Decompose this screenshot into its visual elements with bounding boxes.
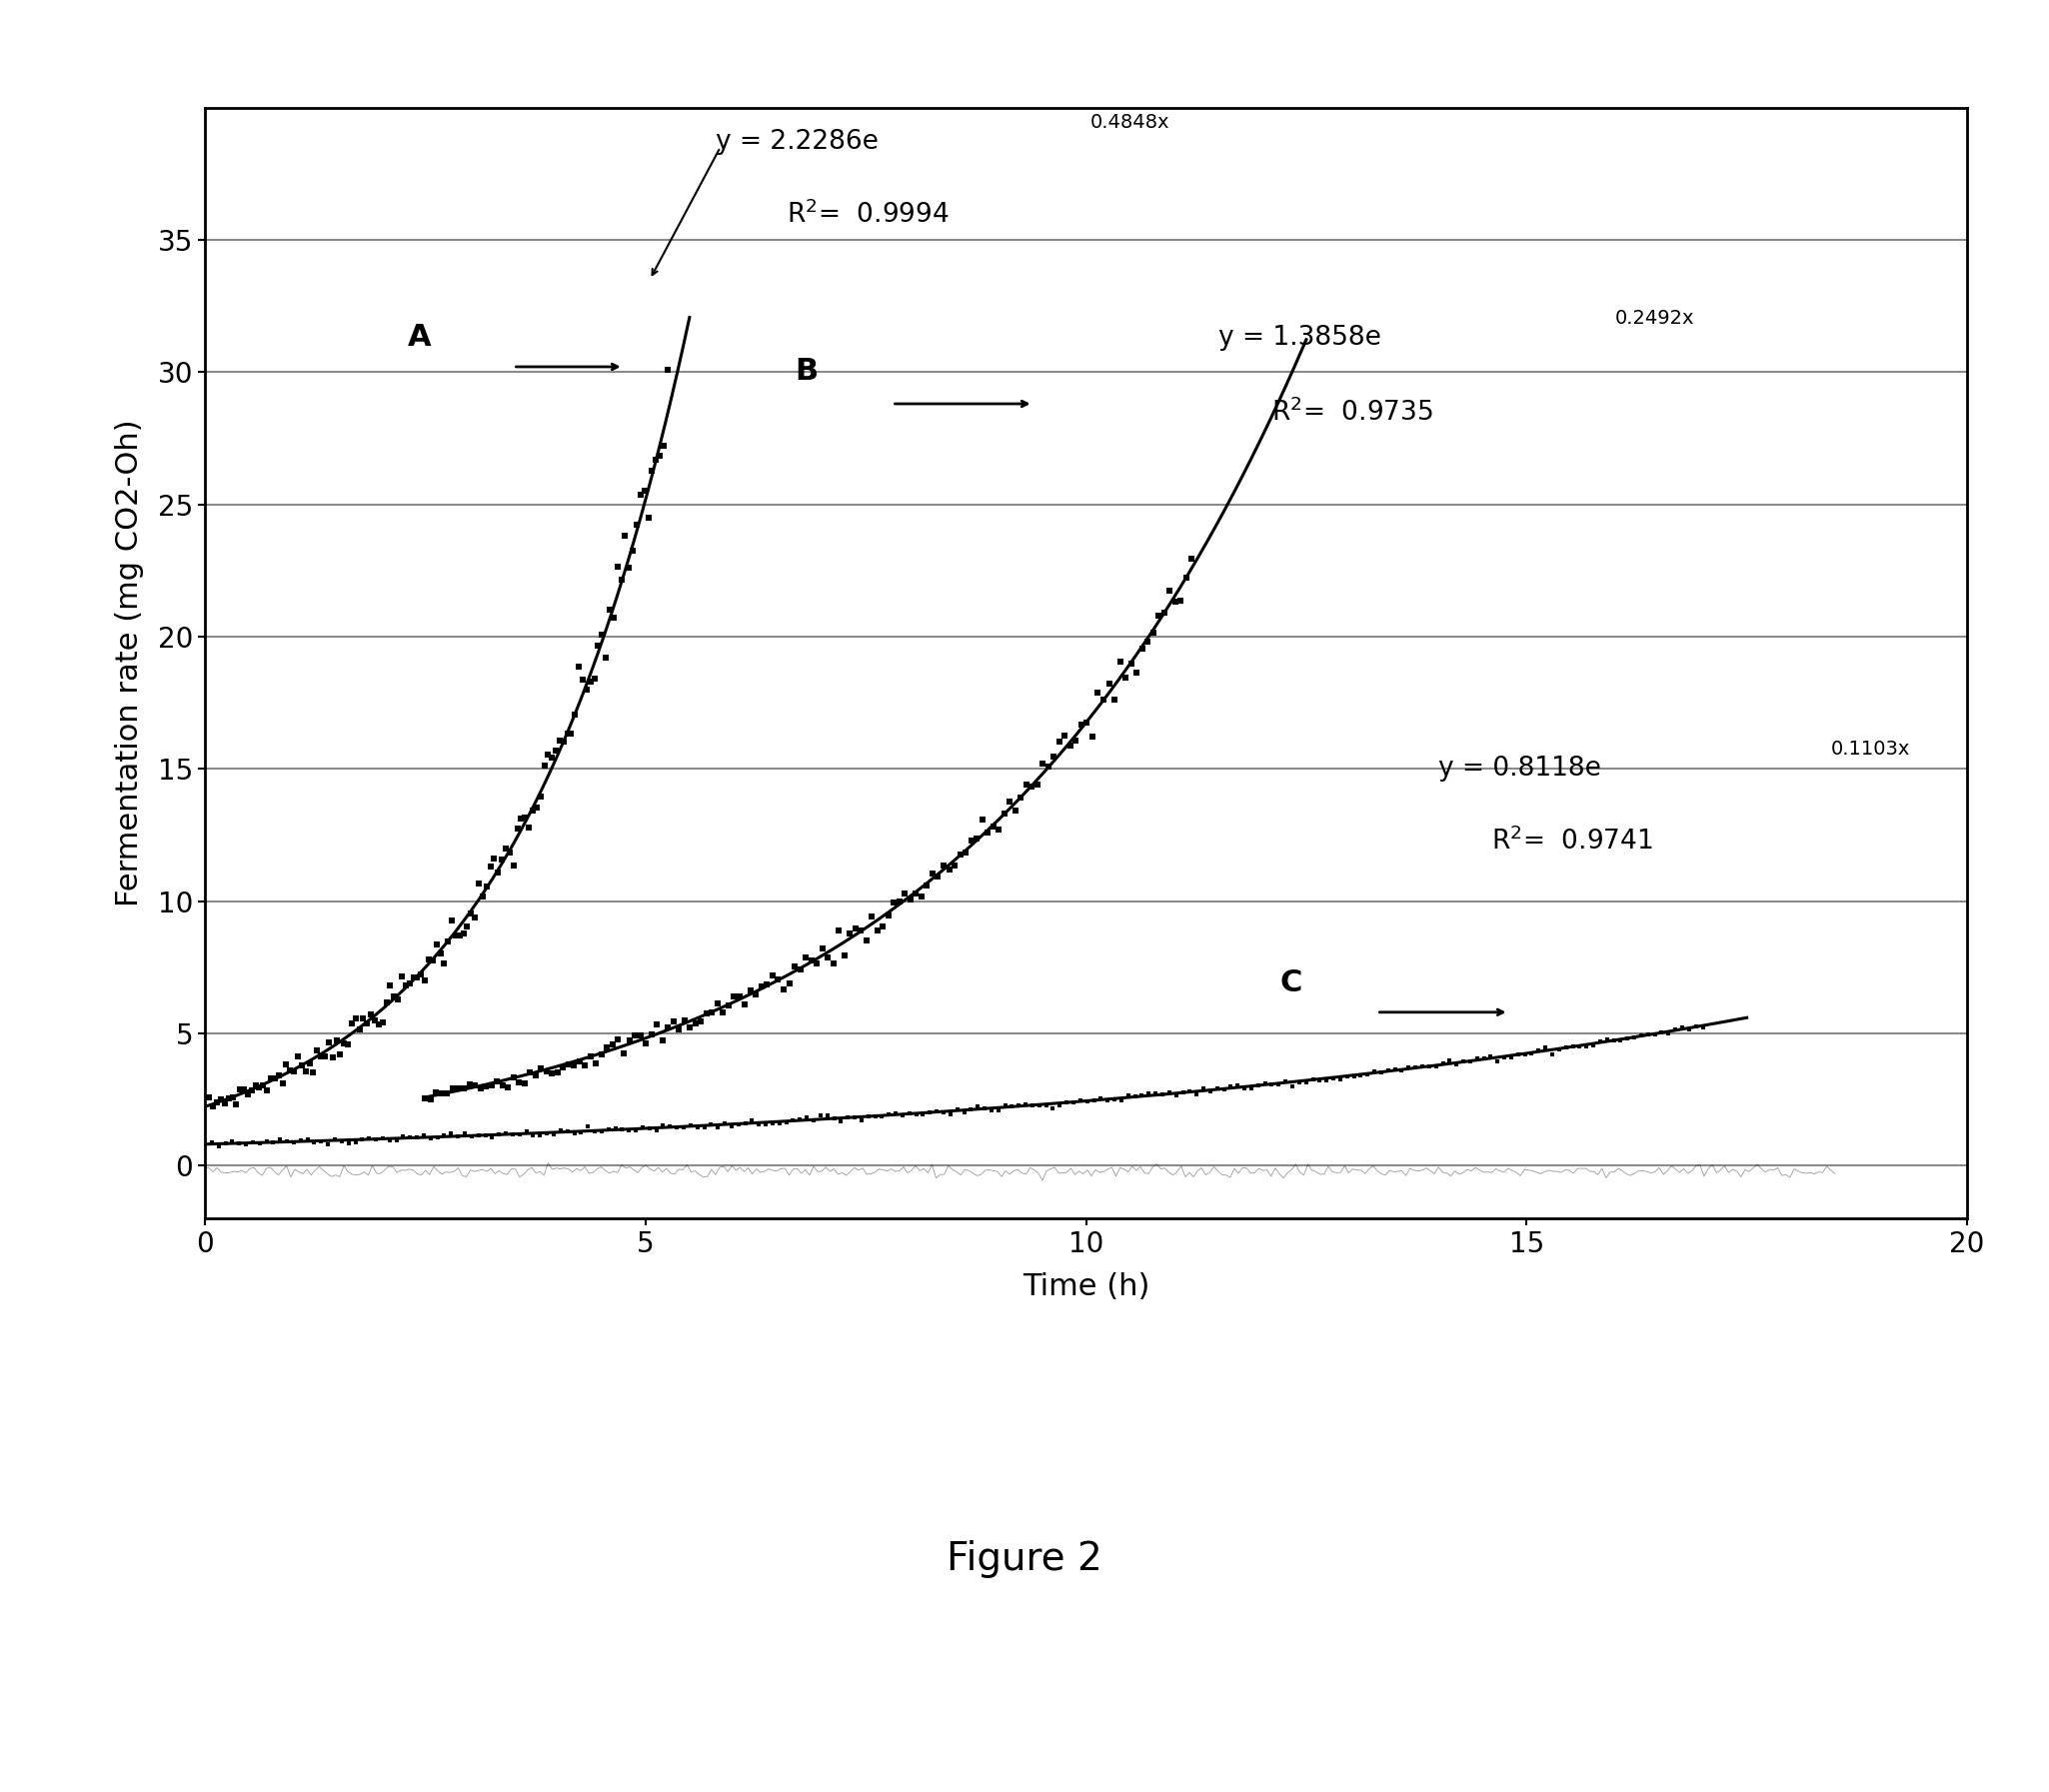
Text: 0.2492x: 0.2492x — [1615, 308, 1695, 328]
Text: 0.4848x: 0.4848x — [1090, 113, 1170, 133]
Text: R$^2$=  0.9735: R$^2$= 0.9735 — [1270, 398, 1432, 426]
Text: Figure 2: Figure 2 — [947, 1539, 1102, 1579]
Text: A: A — [408, 323, 430, 351]
Text: y = 0.8118e: y = 0.8118e — [1438, 756, 1600, 781]
Text: 0.1103x: 0.1103x — [1830, 740, 1910, 758]
Text: R$^2$=  0.9741: R$^2$= 0.9741 — [1492, 828, 1654, 855]
Text: y = 1.3858e: y = 1.3858e — [1217, 324, 1381, 351]
Text: B: B — [795, 357, 818, 385]
Text: y = 2.2286e: y = 2.2286e — [715, 129, 879, 154]
X-axis label: Time (h): Time (h) — [1022, 1272, 1149, 1301]
Text: R$^2$=  0.9994: R$^2$= 0.9994 — [787, 201, 949, 229]
Text: C: C — [1281, 968, 1303, 996]
Y-axis label: Fermentation rate (mg CO2-Oh): Fermentation rate (mg CO2-Oh) — [115, 419, 143, 907]
